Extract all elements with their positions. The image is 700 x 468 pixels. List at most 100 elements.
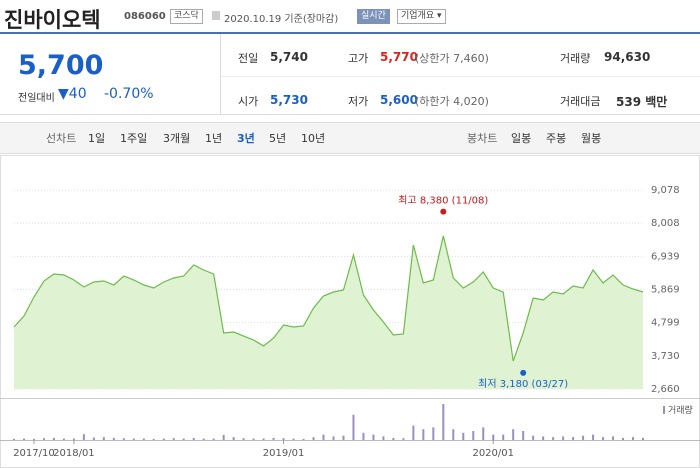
y-tick-label: 3,730: [651, 351, 680, 362]
volume-bar: [312, 437, 315, 440]
volume-bar: [462, 432, 465, 440]
low-label: 최저 3,180 (03/27): [478, 378, 568, 390]
volume-bar: [162, 438, 165, 440]
volume-bar: [342, 435, 345, 440]
volume-bar: [182, 438, 185, 440]
date: 2020.10.19 기준(장마감): [224, 14, 339, 25]
volume-bar: [272, 437, 275, 440]
divider: [221, 76, 700, 77]
volume-bar: [622, 437, 625, 440]
volume-bar: [232, 437, 235, 440]
volume-bar: [522, 431, 525, 440]
volume-bar: [452, 429, 455, 440]
volume-bar: [592, 434, 595, 440]
realtime-badge[interactable]: 실시간: [357, 9, 390, 24]
market-badge: 코스닥: [170, 9, 203, 24]
period-tab[interactable]: 1년: [205, 132, 223, 145]
volume-bar: [442, 404, 445, 440]
volume-bar: [472, 431, 475, 440]
volume-bar: [552, 437, 555, 440]
volume-bar: [512, 429, 515, 440]
volume-bar: [192, 437, 195, 440]
y-tick-label: 6,939: [651, 251, 680, 262]
volume-bar: [582, 435, 585, 440]
volume-bar: [282, 438, 285, 440]
volume-bar: [212, 438, 215, 440]
tab-bar: [0, 122, 700, 154]
stat-value: 539 백만: [616, 95, 668, 109]
volume-bar: [602, 437, 605, 440]
volume-legend: 거래량: [668, 404, 693, 416]
volume-bar: [502, 434, 505, 440]
volume-bar: [392, 437, 395, 440]
volume-bar: [202, 438, 205, 440]
period-tab[interactable]: 5년: [269, 132, 287, 145]
volume-bar: [412, 425, 415, 440]
change-label: 전일대비: [18, 93, 55, 104]
stat-note: (하한가 4,020): [415, 95, 489, 108]
volume-bar: [542, 436, 545, 440]
volume-bar: [372, 434, 375, 440]
volume-bar: [242, 438, 245, 440]
volume-bar: [642, 437, 644, 440]
volume-bar: [562, 436, 565, 440]
price-line: [13, 235, 644, 362]
change-value: 40: [68, 86, 87, 102]
volume-bar: [142, 438, 145, 440]
volume-bar: [42, 438, 45, 440]
period-tab[interactable]: 10년: [301, 132, 326, 145]
stat-value: 5,600: [380, 93, 418, 107]
volume-bar: [492, 434, 495, 440]
tab-label: 봉차트: [467, 132, 498, 145]
stat-label: 고가: [348, 52, 369, 65]
x-tick-label: 2020/01: [472, 448, 514, 459]
volume-bar: [532, 435, 535, 440]
volume-bar: [632, 437, 635, 440]
period-tab[interactable]: 1주일: [120, 132, 148, 145]
volume-bar: [322, 434, 325, 440]
candle-tab[interactable]: 월봉: [581, 132, 602, 145]
volume-bar: [62, 438, 65, 440]
stock-code: 086060: [124, 11, 166, 22]
period-tab[interactable]: 1일: [88, 132, 106, 145]
volume-bar: [262, 438, 265, 440]
stat-value: 5,740: [270, 50, 308, 64]
high-label: 최고 8,380 (11/08): [398, 195, 488, 207]
volume-bar: [362, 432, 365, 440]
period-tab[interactable]: 3개월: [163, 132, 191, 145]
change-pct: -0.70%: [104, 86, 154, 102]
x-tick-label: 2019/01: [263, 448, 305, 459]
volume-bar: [22, 438, 25, 440]
price-area: [14, 235, 643, 389]
x-tick-label: 2018/01: [53, 448, 95, 459]
volume-bar: [382, 436, 385, 440]
candle-tab[interactable]: 주봉: [546, 132, 567, 145]
y-tick-label: 2,660: [651, 384, 680, 395]
volume-bar: [292, 438, 295, 440]
volume-bar: [222, 434, 225, 440]
volume-bar: [612, 436, 615, 440]
candle-tab[interactable]: 일봉: [511, 132, 532, 145]
y-tick-label: 9,078: [651, 185, 680, 196]
clock-icon: [212, 11, 220, 20]
volume-bar: [332, 436, 335, 440]
stock-name: 진바이오텍: [4, 8, 101, 32]
volume-bar: [102, 437, 105, 440]
volume-bar: [72, 438, 75, 440]
menu-dropdown[interactable]: 기업개요 ▾: [397, 9, 446, 24]
period-tab[interactable]: 3년: [237, 132, 255, 145]
stat-value: 5,730: [270, 93, 308, 107]
stat-label: 시가: [238, 95, 259, 108]
low-marker: [520, 369, 527, 376]
stat-note: (상한가 7,460): [415, 52, 489, 65]
divider: [220, 34, 221, 114]
volume-bar: [252, 438, 255, 440]
volume-bar: [302, 438, 305, 440]
volume-bar: [172, 438, 175, 440]
volume-bar: [132, 438, 135, 440]
volume-bar: [572, 437, 575, 440]
y-tick-label: 8,008: [651, 218, 680, 229]
top-rule: [0, 32, 700, 34]
stat-label: 거래량: [560, 52, 591, 65]
